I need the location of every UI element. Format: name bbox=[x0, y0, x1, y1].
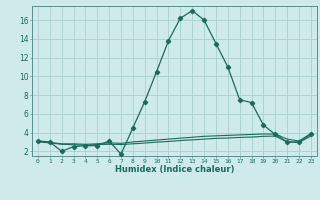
X-axis label: Humidex (Indice chaleur): Humidex (Indice chaleur) bbox=[115, 165, 234, 174]
